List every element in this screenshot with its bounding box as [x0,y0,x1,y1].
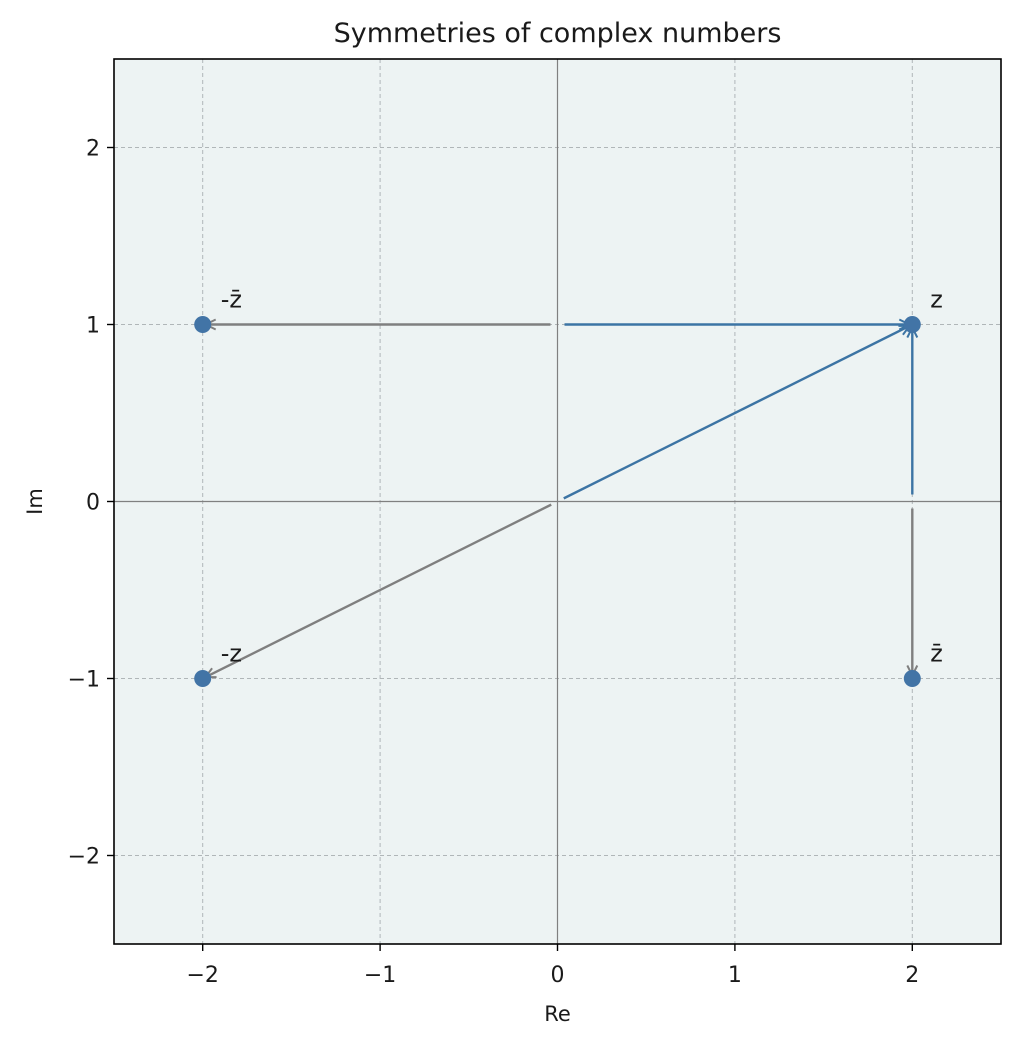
ticks: −2 −1 0 1 2 −2 −1 0 1 2 [68,137,920,989]
point-label-2: -z [221,640,242,668]
x-tick-label: −1 [364,963,396,988]
x-tick-label: 2 [905,963,919,988]
y-axis-label: Im [23,488,47,515]
chart-title: Symmetries of complex numbers [334,18,782,49]
x-axis-label: Re [544,1002,571,1026]
point-label-3: -z̄ [221,286,242,314]
y-tick-label: −2 [68,845,100,870]
y-tick-label: −1 [68,668,100,693]
point-label-1: z̄ [930,640,943,668]
x-tick-label: 0 [551,963,565,988]
point-label-0: z [930,286,943,314]
point-3 [194,316,212,333]
y-tick-label: 2 [86,137,100,162]
point-0 [903,316,921,333]
point-1 [903,670,921,687]
x-tick-label: −2 [186,963,218,988]
points [194,316,921,687]
x-tick-label: 1 [728,963,742,988]
point-2 [194,670,212,687]
arrow-0 [563,324,910,500]
arrows [205,324,912,679]
y-tick-label: 1 [86,314,100,339]
point-labels: z z̄ -z -z̄ [221,286,943,668]
arrow-4 [205,503,552,679]
y-tick-label: 0 [86,491,100,516]
zero-axis-lines [114,59,1001,944]
